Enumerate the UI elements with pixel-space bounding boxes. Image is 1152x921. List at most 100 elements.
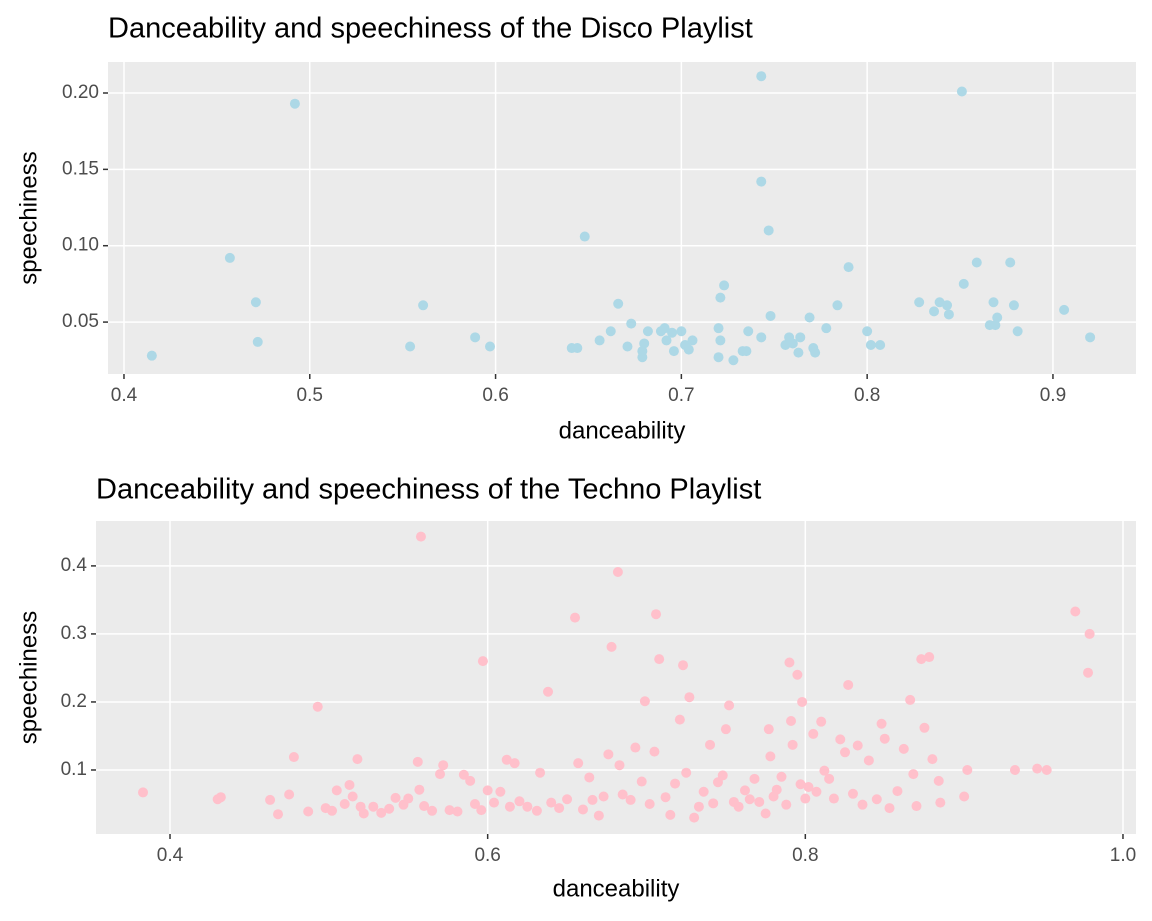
point <box>570 612 581 623</box>
point <box>990 320 1001 331</box>
point <box>573 758 584 769</box>
point <box>444 805 455 816</box>
point <box>535 767 546 778</box>
point <box>1085 332 1096 343</box>
point <box>289 98 300 109</box>
point <box>687 335 698 346</box>
chart-title: Danceability and speechiness of the Tech… <box>96 474 761 506</box>
point <box>819 765 830 776</box>
x-tick-label: 0.4 <box>157 845 184 866</box>
y-tick-label: 0.20 <box>62 82 99 103</box>
x-tick-label: 0.5 <box>297 385 323 406</box>
point <box>612 567 623 578</box>
point <box>713 323 724 334</box>
x-tick-label: 0.8 <box>854 385 880 406</box>
point <box>958 278 969 289</box>
point <box>919 722 930 733</box>
point <box>756 332 767 343</box>
point <box>587 794 598 805</box>
point <box>683 344 694 355</box>
point <box>843 679 854 690</box>
point <box>358 808 369 819</box>
point <box>857 799 868 810</box>
point <box>898 743 909 754</box>
chart-title: Danceability and speechiness of the Disc… <box>108 13 753 45</box>
point <box>776 771 787 782</box>
point <box>250 297 261 308</box>
point <box>916 654 927 665</box>
point <box>765 751 776 762</box>
point <box>476 805 487 816</box>
point <box>489 797 500 808</box>
x-tick-label: 0.7 <box>668 385 694 406</box>
x-tick-label: 1.0 <box>1110 845 1136 866</box>
point <box>435 769 446 780</box>
point <box>339 798 350 809</box>
point <box>614 760 625 771</box>
point <box>368 801 379 812</box>
point <box>933 775 944 786</box>
point <box>637 346 648 357</box>
point <box>469 798 480 809</box>
point <box>754 796 765 807</box>
point <box>763 724 774 735</box>
point <box>684 692 695 703</box>
point <box>728 355 739 366</box>
point <box>403 793 414 804</box>
point <box>665 809 676 820</box>
point <box>713 352 724 363</box>
point <box>1012 326 1023 337</box>
point <box>639 338 650 349</box>
point <box>911 801 922 812</box>
point <box>876 718 887 729</box>
y-tick-label: 0.10 <box>62 235 99 256</box>
point <box>644 798 655 809</box>
point <box>484 341 495 352</box>
point <box>828 793 839 804</box>
x-tick-label: 0.6 <box>482 385 508 406</box>
point <box>771 784 782 795</box>
point <box>862 326 873 337</box>
point <box>763 225 774 236</box>
point <box>215 792 226 803</box>
point <box>971 257 982 268</box>
point <box>659 323 670 334</box>
y-tick-label: 0.1 <box>61 759 87 780</box>
point <box>146 350 157 361</box>
point <box>765 310 776 321</box>
point <box>715 292 726 303</box>
point <box>808 728 819 739</box>
point <box>942 300 953 311</box>
point <box>390 792 401 803</box>
point <box>639 696 650 707</box>
point <box>651 609 662 620</box>
point <box>795 332 806 343</box>
point <box>352 754 363 765</box>
point <box>630 742 641 753</box>
point <box>717 770 728 781</box>
point <box>660 792 671 803</box>
point <box>667 327 678 338</box>
point <box>1070 606 1081 617</box>
point <box>376 807 387 818</box>
point <box>871 794 882 805</box>
point <box>384 803 395 814</box>
point <box>992 312 1003 323</box>
point <box>661 335 672 346</box>
point <box>924 652 935 663</box>
point <box>749 773 760 784</box>
point <box>465 775 476 786</box>
point <box>625 794 636 805</box>
point <box>470 332 481 343</box>
point <box>554 803 565 814</box>
point <box>927 754 938 765</box>
point <box>884 803 895 814</box>
point <box>793 347 804 358</box>
point <box>477 656 488 667</box>
point <box>787 338 798 349</box>
point <box>412 756 423 767</box>
point <box>252 336 263 347</box>
point <box>288 752 299 763</box>
point <box>418 300 429 311</box>
